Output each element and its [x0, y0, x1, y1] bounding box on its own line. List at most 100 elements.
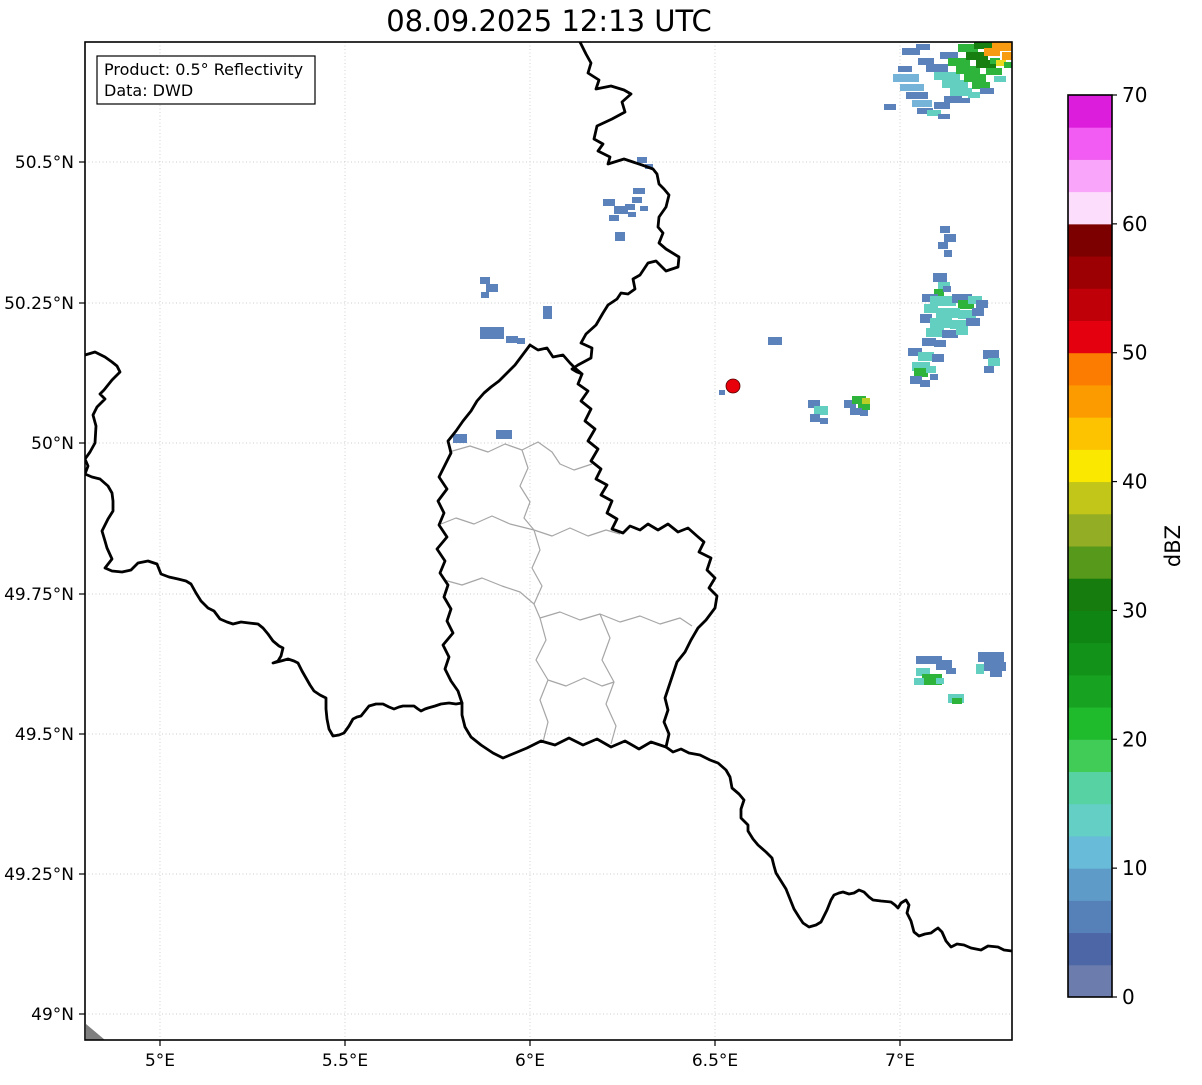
colorbar-tick-label: 40 — [1122, 470, 1147, 494]
canton-border-line — [519, 449, 535, 531]
radar-echo-cell — [453, 434, 467, 443]
canton-border-line — [539, 611, 693, 627]
radar-echo-cell — [480, 327, 504, 339]
radar-echo-cell — [926, 64, 948, 72]
colorbar-tick-label: 10 — [1122, 856, 1147, 880]
y-tick-label: 49.5°N — [15, 725, 74, 745]
radar-echo-cell — [934, 102, 950, 109]
radar-echo-cell — [990, 670, 1002, 677]
radar-echo-cell — [920, 314, 932, 323]
radar-echo-cell — [1004, 62, 1012, 68]
map-plot-background — [85, 42, 1012, 1040]
border-france-germany — [664, 745, 1012, 953]
y-tick-label: 50°N — [31, 434, 74, 454]
radar-echo-cell — [968, 92, 980, 98]
colorbar-band — [1068, 642, 1112, 676]
radar-echo-cell — [625, 204, 635, 210]
radar-echo-cell — [914, 678, 924, 685]
radar-echo-cell — [926, 366, 936, 373]
radar-echo-cell — [972, 308, 984, 316]
colorbar-band — [1068, 95, 1112, 128]
radar-echo-cell — [918, 58, 934, 65]
radar-echo-cell — [506, 336, 518, 343]
radar-echo-cell — [946, 668, 956, 674]
radar-echo-cell — [984, 366, 994, 373]
colorbar-band — [1068, 546, 1112, 579]
radar-echo-cell — [930, 318, 952, 328]
radar-echo-cell — [820, 418, 828, 424]
radar-echo-cell — [908, 348, 922, 356]
radar-echo-cell — [942, 330, 958, 338]
colorbar-bands — [1068, 95, 1112, 998]
radar-echo-cell — [640, 206, 648, 211]
radar-echo-cell — [910, 376, 922, 384]
radar-echo-cell — [986, 68, 1002, 75]
colorbar-band — [1068, 771, 1112, 805]
radar-echo-cell — [980, 88, 994, 94]
radar-echo-cell — [952, 698, 962, 704]
radar-echo-cell — [956, 66, 980, 74]
radar-echo-cell — [938, 282, 950, 289]
radar-echo-cell — [958, 44, 978, 52]
radar-echo-cell — [884, 104, 896, 110]
canton-border-line — [448, 441, 593, 471]
y-axis-ticks: 50.5°N 50.25°N 50°N 49.75°N 49.5°N 49.25°N 49°… — [4, 153, 85, 1025]
radar-echo-cell — [948, 58, 970, 66]
colorbar-band — [1068, 417, 1112, 450]
x-tick-label: 5°E — [145, 1051, 175, 1071]
radar-echo-cell — [988, 358, 1000, 366]
radar-echo-cell — [912, 362, 930, 371]
colorbar-tick-label: 0 — [1122, 985, 1135, 1009]
luxembourg-canton-borders — [440, 441, 693, 745]
colorbar-ticks: 0 10 20 30 40 50 60 70 — [1112, 83, 1147, 1009]
radar-echo-cell — [943, 286, 951, 292]
radar-echo-cell — [912, 100, 932, 107]
colorbar-band — [1068, 803, 1112, 837]
radar-echo-cell — [952, 294, 972, 303]
radar-echo-cell — [976, 60, 996, 68]
annotation-product-line: Product: 0.5° Reflectivity — [104, 60, 303, 79]
radar-echo-cell — [934, 72, 960, 80]
colorbar-band — [1068, 384, 1112, 418]
radar-echo-cell — [768, 337, 782, 345]
border-luxembourg-outline — [435, 343, 719, 760]
colorbar-band — [1068, 964, 1112, 998]
radar-echo-cell — [956, 328, 968, 335]
radar-echo-cell — [922, 338, 936, 346]
radar-echo-cell — [543, 306, 552, 319]
radar-echo-cell — [917, 108, 933, 114]
radar-echo-cell — [966, 52, 988, 60]
x-tick-label: 5.5°E — [322, 1051, 368, 1071]
x-tick-label: 6.5°E — [692, 1051, 738, 1071]
radar-echo-cell — [936, 660, 952, 670]
radar-echo-cell — [496, 430, 512, 439]
colorbar-band — [1068, 223, 1112, 257]
colorbar-band — [1068, 900, 1112, 934]
grid-lines — [85, 42, 1012, 1040]
radar-echo-cell — [481, 292, 489, 298]
country-borders — [85, 42, 1012, 953]
radar-echo-cell — [944, 250, 952, 257]
y-tick-label: 50.25°N — [4, 294, 74, 314]
radar-echo-cell — [938, 114, 950, 119]
colorbar-band — [1068, 707, 1112, 740]
y-tick-label: 49.75°N — [4, 585, 74, 605]
radar-echo-cell — [966, 318, 980, 326]
radar-echo-cell — [933, 273, 947, 282]
canton-border-line — [547, 677, 615, 687]
radar-echo-cell — [920, 380, 930, 387]
colorbar-frame — [1067, 94, 1113, 998]
radar-echo-cell — [936, 308, 960, 318]
y-tick-label: 49.25°N — [4, 865, 74, 885]
colorbar-band — [1068, 610, 1112, 644]
colorbar-band — [1068, 191, 1112, 225]
nodata-corner-triangle — [86, 1024, 105, 1040]
radar-echo-cell — [900, 84, 924, 91]
colorbar-band — [1068, 449, 1112, 483]
radar-echo-cell — [922, 674, 942, 685]
radar-echo-cell — [906, 92, 928, 99]
colorbar-band — [1068, 932, 1112, 966]
colorbar-tick-label: 20 — [1122, 727, 1147, 751]
radar-echo-cell — [916, 656, 942, 664]
